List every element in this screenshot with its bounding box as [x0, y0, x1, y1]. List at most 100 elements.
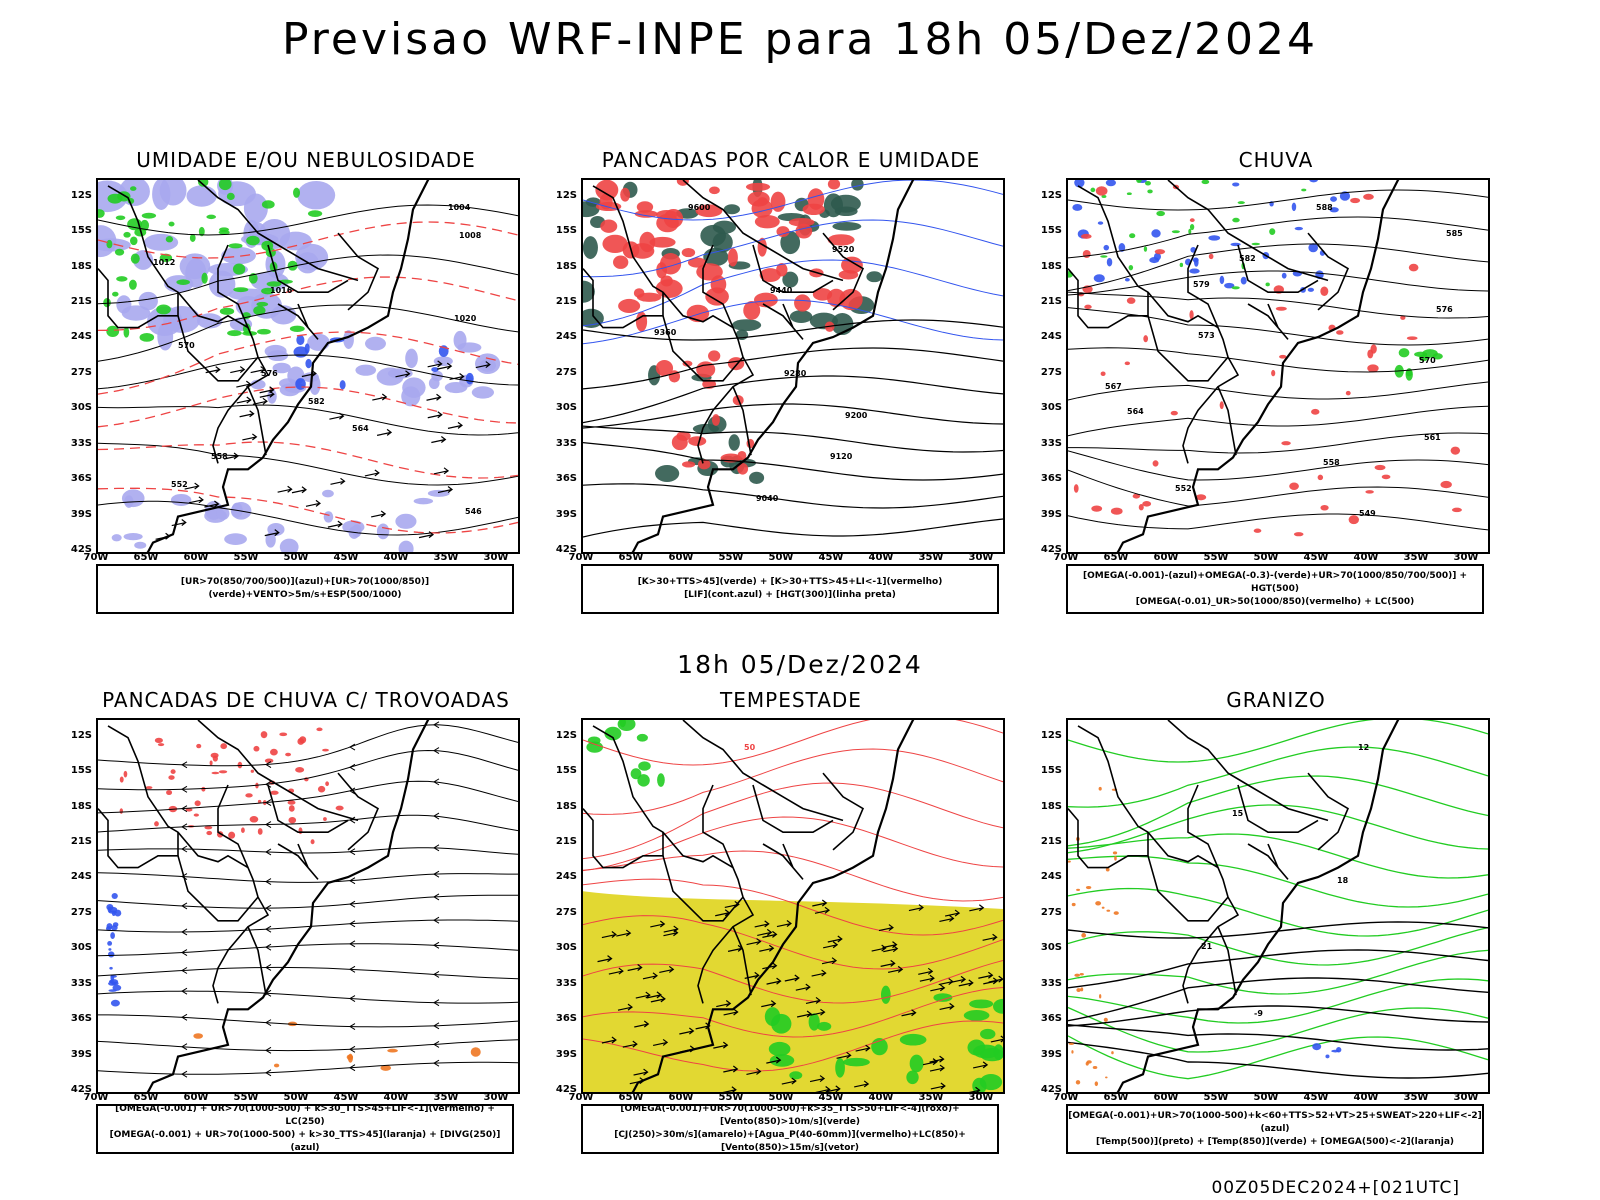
latitude-label: 42S: [555, 544, 577, 555]
humidity-mid-area: [179, 253, 211, 280]
latitude-label: 18S: [1040, 260, 1062, 272]
longitude-label: 40W: [868, 1092, 894, 1103]
legend-line: [OMEGA(-0.001) + UR>70(1000-500) + k>30_…: [109, 1130, 501, 1153]
latitude-label: 27S: [70, 366, 92, 378]
wind-vector-850: [810, 1008, 826, 1016]
wind-850-area: [980, 1028, 996, 1040]
longitude-label: 65W: [1103, 1092, 1129, 1103]
political-border: [1167, 720, 1329, 822]
omega-500-area: [1105, 867, 1110, 872]
longitude-label: 45W: [1303, 552, 1329, 563]
political-border: [1237, 784, 1319, 833]
thunderstorm-red-area: [257, 799, 262, 804]
political-border: [1167, 180, 1329, 282]
wind-vector-850: [723, 1008, 739, 1016]
wind-vector: [204, 500, 220, 508]
latitude-label: 12S: [555, 189, 577, 201]
map-canvas: 12 15 18 21 -9: [1068, 720, 1488, 1092]
longitude-label: 65W: [618, 552, 644, 563]
rain-red-area: [1281, 441, 1291, 446]
omega-blue-area: [1105, 180, 1116, 187]
omega-blue-area: [1240, 276, 1247, 285]
political-border: [247, 386, 267, 456]
rain-red-area: [1189, 310, 1194, 320]
thickness-line: [98, 331, 518, 395]
political-border: [762, 303, 804, 340]
flow-arrow: [349, 743, 356, 751]
omega-green-area: [1171, 230, 1180, 234]
thunderstorm-red-area: [257, 828, 263, 835]
thickness-line: [98, 487, 518, 534]
instability-strong-area: [794, 294, 811, 312]
streamline-250: [98, 847, 518, 855]
instability-area: [780, 230, 801, 255]
flow-arrow: [433, 970, 440, 978]
streamline-850: [583, 960, 1003, 1004]
latitude-label: 42S: [70, 544, 92, 555]
rain-red-area: [1320, 504, 1329, 511]
humidity-low-area: [130, 253, 140, 264]
map-granizo: 12 15 18 21 -9: [1066, 718, 1490, 1094]
contour-label: 576: [1436, 305, 1453, 314]
wind-vector-850: [827, 935, 843, 943]
instability-area: [583, 201, 600, 218]
humidity-high-area: [431, 367, 439, 373]
wind-vector: [372, 393, 388, 401]
instability-strong-area: [639, 231, 656, 253]
omega-500-area: [1103, 1017, 1108, 1022]
streamline-250: [98, 814, 518, 833]
wind-vector: [426, 393, 442, 401]
latitude-label: 24S: [1040, 331, 1062, 343]
flow-arrow: [181, 823, 188, 831]
flow-arrow: [265, 848, 272, 856]
political-border: [822, 772, 865, 851]
longitude-label: 60W: [668, 1092, 694, 1103]
omega-500-area: [1114, 855, 1117, 861]
omega-500-area: [1071, 902, 1076, 907]
flow-arrow: [265, 821, 272, 828]
panel-legend: [OMEGA(-0.001)-(azul)+OMEGA(-0.3)-(verde…: [1066, 564, 1484, 614]
panel-chuva: CHUVA 588 585 582 579 576 573 570 567 564 561 558 55…: [1026, 148, 1526, 638]
wind-vector: [230, 366, 246, 374]
rain-red-area: [1279, 354, 1287, 359]
instability-area: [731, 319, 762, 332]
political-border: [107, 725, 249, 869]
temp-500-contour: [1068, 1041, 1488, 1079]
divergence-blue-area: [112, 984, 122, 991]
wind-vector-850: [812, 899, 828, 907]
instability-area: [583, 236, 598, 260]
omega-blue-area: [1151, 229, 1161, 238]
latitude-label: 30S: [1040, 402, 1062, 414]
wind-vector: [437, 362, 453, 370]
panel-legend: [OMEGA(-0.001) + UR>70(1000-500) + k>30_…: [96, 1104, 514, 1154]
wind-vector: [259, 390, 275, 398]
contour-label: 9600: [688, 203, 711, 212]
flow-arrow: [433, 1022, 440, 1030]
wind-850-area: [771, 1013, 792, 1034]
latitude-label: 39S: [70, 1048, 92, 1060]
latitude-label: 12S: [1040, 189, 1062, 201]
humidity-low-area: [168, 221, 175, 227]
wind-850-area: [657, 773, 665, 787]
humidity-mid-area: [471, 386, 495, 399]
divergence-blue-area: [111, 893, 118, 900]
thunderstorm-red-area: [245, 793, 253, 798]
instability-strong-area: [649, 236, 676, 248]
latitude-label: 33S: [555, 437, 577, 449]
instability-strong-area: [841, 256, 863, 274]
divergence-blue-area: [107, 941, 113, 946]
streamline-250: [98, 780, 518, 814]
omega-blue-area: [1232, 182, 1240, 187]
rain-red-area: [1142, 501, 1152, 507]
thunderstorm-red-area: [310, 839, 315, 845]
longitude-label: 55W: [718, 552, 744, 563]
streamline-250: [98, 943, 518, 957]
wind-vector: [305, 499, 321, 507]
contour-label: 549: [1359, 509, 1376, 518]
flow-arrow: [181, 873, 188, 880]
political-border: [1217, 386, 1237, 456]
latitude-label: 30S: [1040, 942, 1062, 954]
instability-strong-area: [636, 292, 662, 302]
instability-area: [692, 423, 720, 434]
